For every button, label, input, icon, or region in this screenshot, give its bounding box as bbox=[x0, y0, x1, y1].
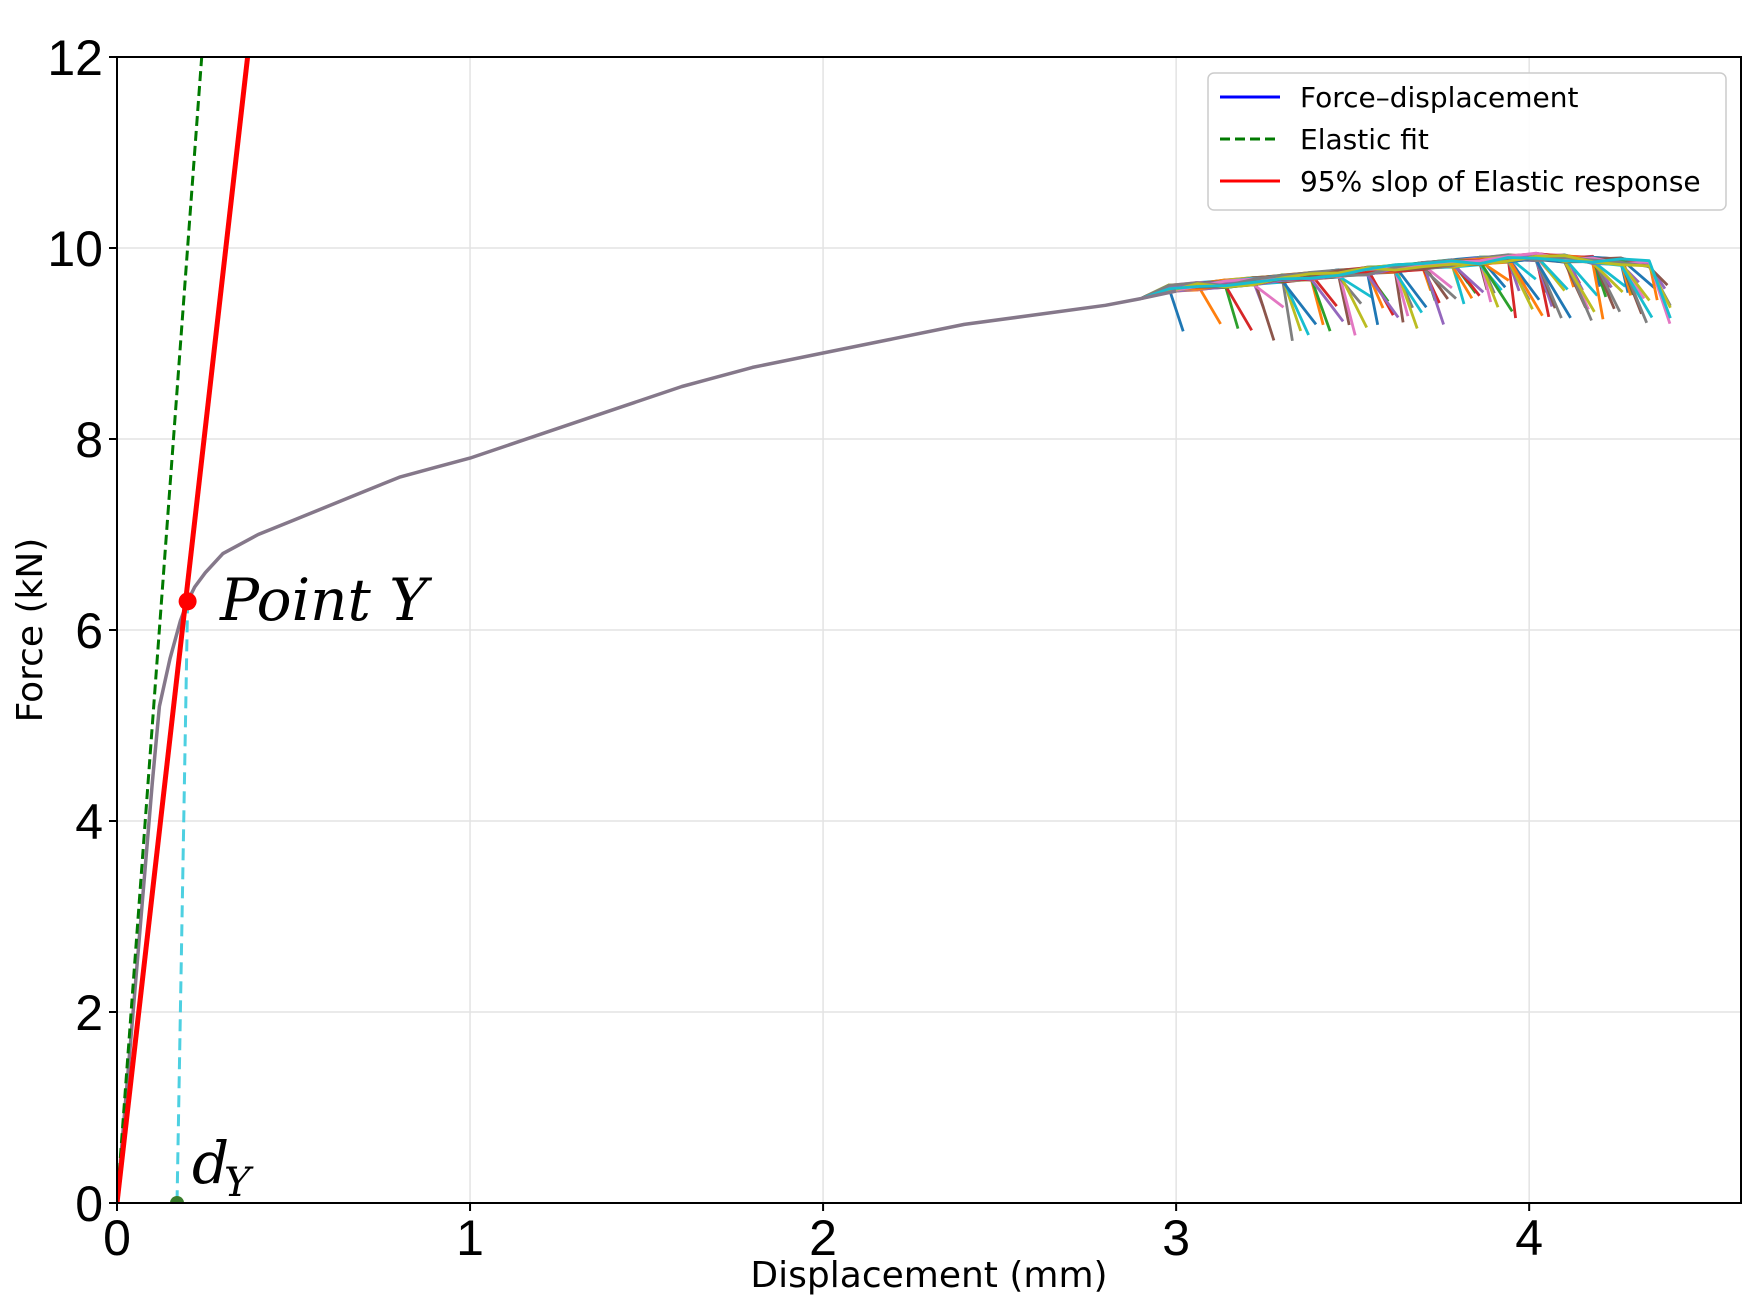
y-tick-label: 2 bbox=[75, 985, 103, 1041]
dy-label-subscript: Y bbox=[224, 1160, 254, 1206]
y-tick-label: 12 bbox=[47, 30, 103, 86]
x-tick-label: 0 bbox=[103, 1210, 131, 1266]
legend-label-elastic-fit: Elastic fit bbox=[1300, 123, 1429, 156]
x-axis-label: Displacement (mm) bbox=[750, 1255, 1107, 1296]
plot-area bbox=[117, 57, 1672, 1203]
failure-branches bbox=[1140, 251, 1672, 342]
failure-branch bbox=[1140, 256, 1672, 319]
point-y-label: Point Y bbox=[219, 566, 432, 634]
y-tick-label: 8 bbox=[75, 412, 103, 468]
y-tick-label: 0 bbox=[75, 1176, 103, 1232]
point-y-projection bbox=[175, 601, 190, 1203]
force-displacement-curve bbox=[117, 289, 1177, 1203]
x-tick-label: 1 bbox=[456, 1210, 484, 1266]
y-tick-label: 6 bbox=[75, 603, 103, 659]
elastic-fit-line bbox=[117, 57, 204, 1203]
y-axis-label: Force (kN) bbox=[10, 538, 51, 723]
point-y-marker bbox=[178, 592, 197, 611]
dy-label: d bbox=[192, 1129, 229, 1197]
x-tick-label: 4 bbox=[1515, 1210, 1543, 1266]
y-tick-label: 4 bbox=[75, 794, 103, 850]
legend-label-slope-95: 95% slop of Elastic response bbox=[1300, 165, 1701, 198]
legend-label-force-displacement: Force–displacement bbox=[1300, 81, 1578, 114]
legend-box bbox=[1207, 72, 1727, 211]
plot-frame bbox=[116, 56, 1742, 1204]
x-tick-label: 2 bbox=[809, 1210, 837, 1266]
slope-95-line bbox=[117, 57, 251, 1203]
x-tick-label: 3 bbox=[1162, 1210, 1190, 1266]
dy-marker bbox=[170, 1196, 185, 1203]
legend: Force–displacement Elastic fit 95% slop … bbox=[1207, 72, 1727, 211]
y-tick-label: 10 bbox=[47, 221, 103, 277]
